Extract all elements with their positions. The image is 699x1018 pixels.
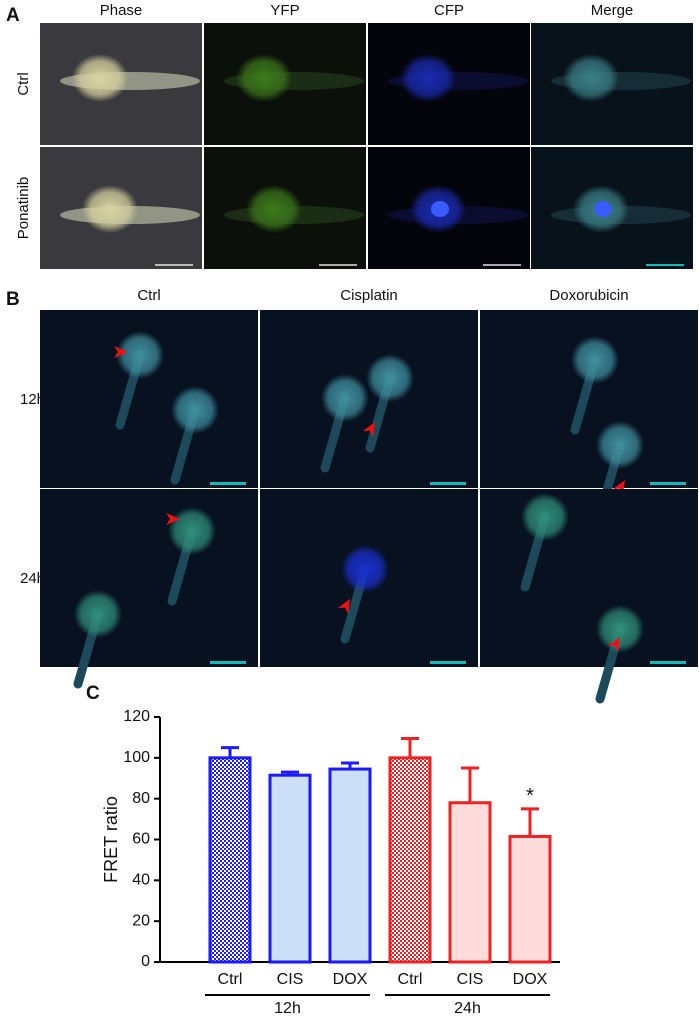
x-tick-label: DOX bbox=[333, 971, 368, 988]
micrograph bbox=[480, 489, 698, 667]
panel-label: B bbox=[6, 289, 20, 310]
group-label: 24h bbox=[454, 1000, 481, 1017]
arrowhead bbox=[166, 513, 180, 525]
arrowhead bbox=[337, 599, 350, 615]
y-tick-label: 0 bbox=[141, 953, 150, 970]
embryo-yolk bbox=[321, 374, 369, 422]
column-header: Cisplatin bbox=[340, 287, 398, 304]
panel-label: A bbox=[6, 5, 20, 26]
embryo-yolk bbox=[400, 54, 456, 102]
y-axis-label: FRET ratio bbox=[101, 796, 121, 883]
embryo-yolk bbox=[246, 185, 302, 233]
scale-bar bbox=[155, 264, 193, 266]
arrowhead bbox=[607, 637, 620, 653]
scale-bar bbox=[650, 661, 686, 664]
bar bbox=[268, 773, 312, 964]
embryo-yolk bbox=[82, 185, 138, 233]
x-tick-label: DOX bbox=[513, 971, 548, 988]
scale-bar bbox=[650, 482, 686, 485]
lesion bbox=[431, 201, 449, 217]
row-label: Ctrl bbox=[15, 72, 32, 95]
x-tick-label: CIS bbox=[277, 971, 304, 988]
scale-bar bbox=[210, 482, 246, 485]
embryo-yolk bbox=[596, 605, 644, 653]
embryo-yolk bbox=[521, 493, 569, 541]
panel-label: C bbox=[86, 683, 100, 704]
bar bbox=[328, 767, 372, 964]
scale-bar bbox=[430, 661, 466, 664]
group-label: 12h bbox=[274, 1000, 301, 1017]
embryo-yolk bbox=[168, 507, 216, 555]
y-tick-label: 40 bbox=[132, 872, 150, 889]
scale-bar bbox=[646, 264, 684, 266]
embryo-yolk bbox=[116, 331, 164, 379]
embryo-yolk bbox=[341, 545, 389, 593]
embryo-yolk bbox=[366, 354, 414, 402]
x-tick-label: CIS bbox=[457, 971, 484, 988]
column-header: Doxorubicin bbox=[549, 287, 628, 304]
annotation: * bbox=[526, 785, 534, 807]
embryo-yolk bbox=[74, 590, 122, 638]
embryo-yolk bbox=[563, 54, 619, 102]
bar bbox=[208, 756, 252, 964]
lesion bbox=[594, 201, 612, 217]
row-label: 24h bbox=[20, 570, 45, 587]
x-tick-label: Ctrl bbox=[218, 971, 243, 988]
embryo-yolk bbox=[236, 54, 292, 102]
arrowhead bbox=[114, 346, 128, 358]
column-header: Merge bbox=[591, 2, 634, 19]
bar bbox=[448, 801, 492, 964]
y-tick-label: 20 bbox=[132, 912, 150, 929]
y-tick-label: 120 bbox=[123, 708, 150, 725]
bar bbox=[388, 756, 432, 964]
micrograph bbox=[40, 489, 258, 667]
row-label: 12h bbox=[20, 391, 45, 408]
micrograph bbox=[480, 310, 698, 488]
x-tick-label: Ctrl bbox=[398, 971, 423, 988]
scale-bar bbox=[430, 482, 466, 485]
scale-bar bbox=[210, 661, 246, 664]
embryo-yolk bbox=[571, 336, 619, 384]
y-tick-label: 80 bbox=[132, 790, 150, 807]
y-tick-label: 100 bbox=[123, 749, 150, 766]
column-header: CFP bbox=[434, 2, 464, 19]
scale-bar bbox=[319, 264, 357, 266]
y-tick-label: 60 bbox=[132, 831, 150, 848]
row-label: Ponatinib bbox=[15, 177, 32, 240]
scale-bar bbox=[483, 264, 521, 266]
column-header: Phase bbox=[100, 2, 143, 19]
column-header: YFP bbox=[270, 2, 299, 19]
embryo-yolk bbox=[596, 421, 644, 469]
micrograph bbox=[260, 310, 478, 488]
arrowhead bbox=[362, 422, 375, 438]
embryo-yolk bbox=[171, 386, 219, 434]
embryo-yolk bbox=[72, 54, 128, 102]
bar bbox=[508, 834, 552, 964]
column-header: Ctrl bbox=[137, 287, 160, 304]
